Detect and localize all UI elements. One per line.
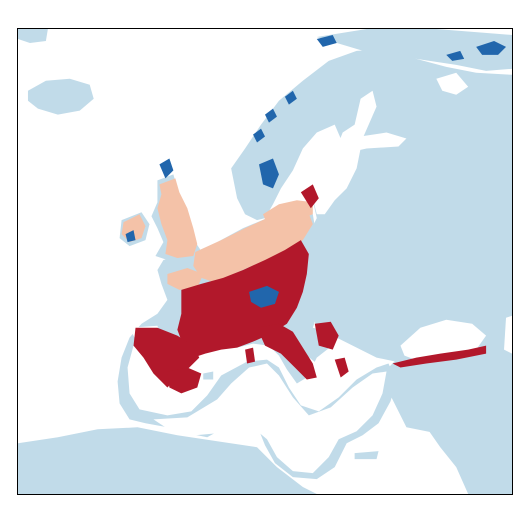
red-greece (334, 357, 349, 378)
map-frame (17, 28, 513, 495)
salmon-brittany (167, 267, 204, 290)
blue-karelia (446, 50, 465, 61)
iceland (27, 78, 94, 115)
greenland-tip (18, 29, 48, 43)
red-baltic-patch (300, 184, 319, 209)
red-iberia-south (167, 367, 202, 394)
crete (354, 451, 379, 460)
category-light-salmon (121, 178, 313, 290)
blue-ireland (125, 230, 136, 243)
blue-norway-coast-1 (284, 90, 297, 105)
caspian-edge (504, 315, 512, 354)
blue-norway-coast-2 (265, 108, 277, 123)
map-canvas (18, 29, 512, 494)
baltic-sea (312, 90, 377, 215)
blue-scandinavia-south (259, 158, 279, 189)
red-balkan-patch (314, 321, 339, 350)
salmon-lowlands (193, 208, 313, 282)
blue-norway-north (316, 34, 337, 47)
blue-norway-coast-3 (253, 128, 265, 143)
red-italy (257, 323, 317, 380)
salmon-scandinavia-south (263, 200, 313, 225)
anatolia (376, 359, 512, 448)
gulf-of-finland (346, 132, 407, 153)
mediterranean (153, 363, 387, 474)
balearics (203, 371, 214, 380)
north-coast-strip (316, 29, 512, 71)
red-corsica (245, 347, 256, 364)
blue-alps (249, 285, 279, 308)
blue-scotland (159, 158, 174, 179)
red-black-sea-south (392, 345, 487, 368)
north-africa (18, 427, 317, 494)
category-dark-red (133, 184, 487, 394)
white-sea (436, 72, 469, 95)
salmon-britain (157, 178, 198, 259)
